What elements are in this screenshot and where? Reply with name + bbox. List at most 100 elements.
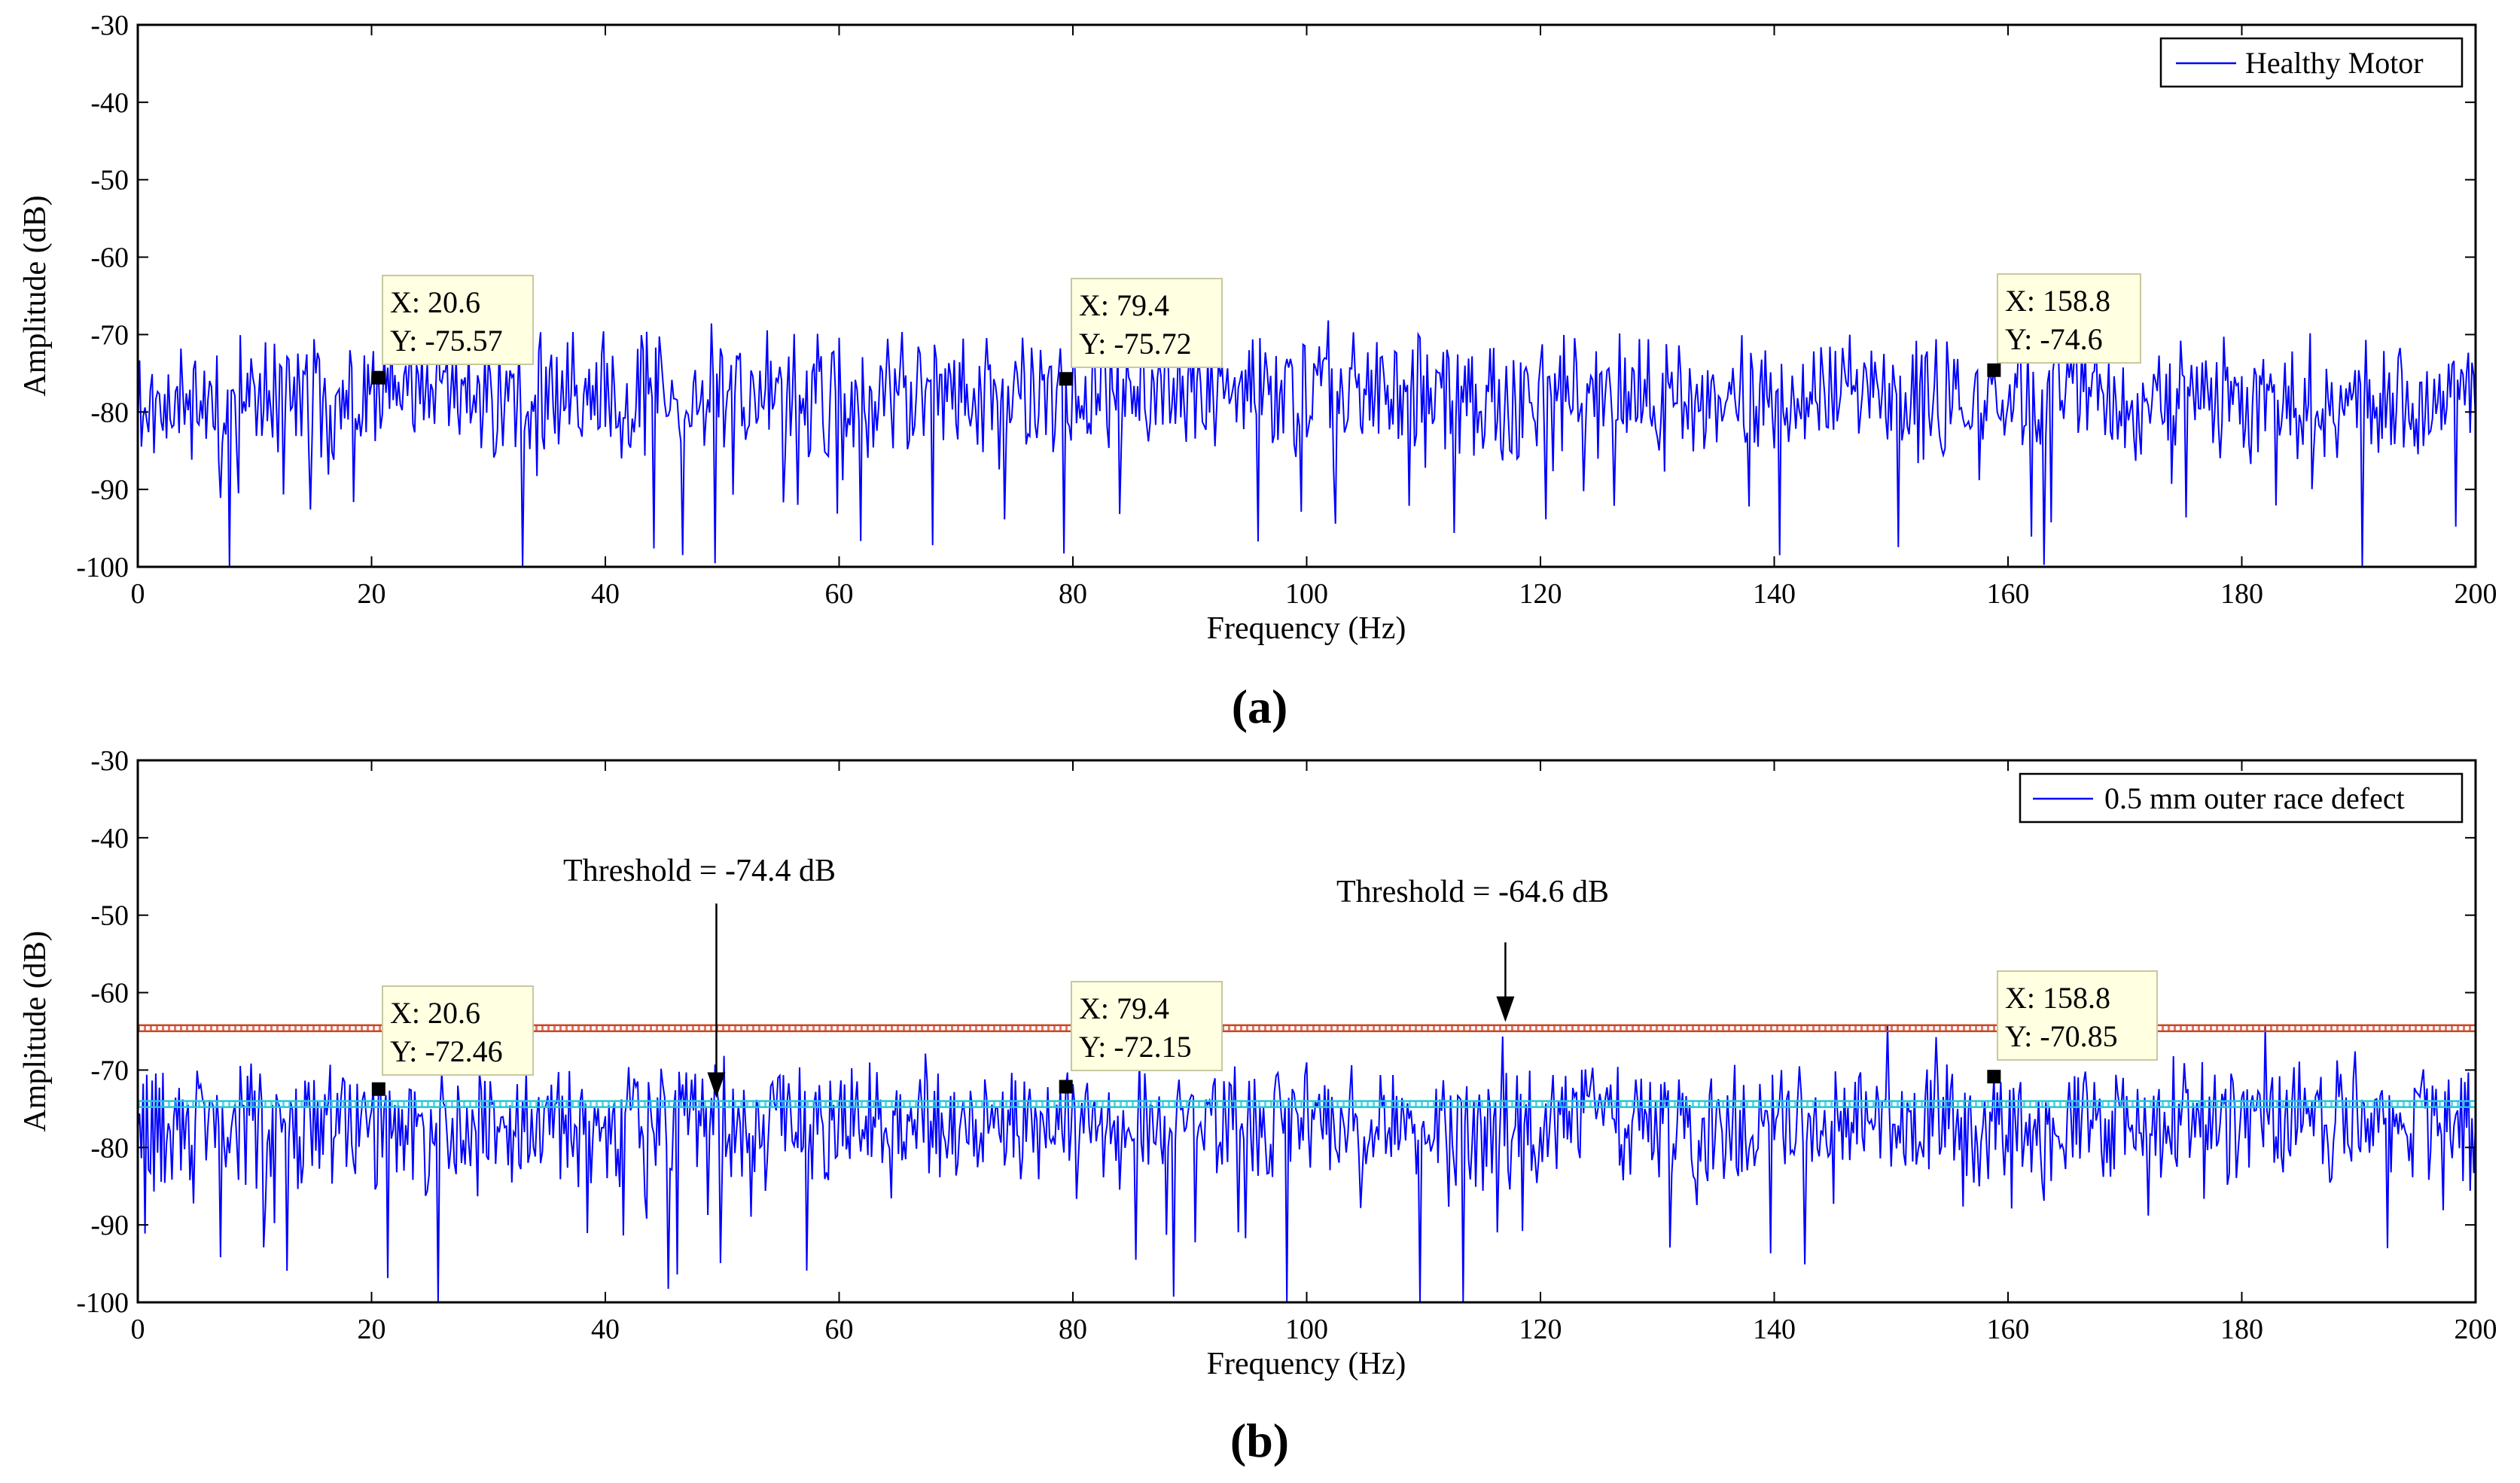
panel-a-datatip-3-y: Y: -74.6 <box>2005 322 2103 356</box>
panel-a-x-tick-label: 40 <box>591 578 620 610</box>
panel-a-y-tick-label: -30 <box>90 10 129 41</box>
panel-a-datatip-3-box <box>1997 273 2141 364</box>
panel-b-legend-box <box>2019 772 2464 824</box>
panel-a-series-group <box>137 320 2476 568</box>
panel-a-datatips: X: 20.6 Y: -75.57 X: 79.4 Y: -75.72 X: 1… <box>382 273 2141 368</box>
panel-b-arrow-head <box>707 1072 726 1098</box>
panel-a-datatip-markers <box>371 363 2001 386</box>
panel-a-datatip-1-box <box>382 275 534 365</box>
panel-b-arrow-head <box>1496 996 1515 1022</box>
panel-a-x-tick-label: 80 <box>1059 578 1087 610</box>
panel-b-annotation-threshold-low: Threshold = -74.4 dB <box>563 854 836 888</box>
panel-b-x-tick-label: 140 <box>1753 1314 1796 1345</box>
panel-b-datatip-2-y: Y: -72.15 <box>1079 1030 1192 1064</box>
panel-b-legend-label: 0.5 mm outer race defect <box>2104 781 2405 815</box>
panel-a-datatip-1: X: 20.6 Y: -75.57 <box>382 275 534 365</box>
panel-a-datatip-marker <box>1059 372 1073 386</box>
panel-a-y-tick-label: -70 <box>90 319 129 351</box>
panel-a: 0 20 40 60 80 100 120 140 160 180 200 -30 -40 -50 -60… <box>18 10 2497 733</box>
panel-a-y-tick-label: -40 <box>90 87 129 119</box>
panel-a-x-tick-label: 200 <box>2454 578 2497 610</box>
panel-b-y-tick-label: -50 <box>90 900 129 932</box>
panel-a-y-tick-label: -60 <box>90 242 129 274</box>
panel-b-ticks <box>137 760 2476 1303</box>
panel-b-label: (b) <box>1230 1414 1289 1467</box>
panel-b-series-group <box>137 1025 2476 1303</box>
panel-a-x-tick-label: 100 <box>1285 578 1328 610</box>
panel-b-y-tick-label: -60 <box>90 978 129 1009</box>
panel-b-legend: 0.5 mm outer race defect <box>2019 772 2464 824</box>
panel-b-arrows <box>707 903 1515 1098</box>
panel-a-datatip-marker <box>371 370 385 385</box>
panel-a-x-tick-label: 20 <box>358 578 386 610</box>
panel-b-datatips: X: 20.6 Y: -72.46 X: 79.4 Y: -72.15 X: 1… <box>382 970 2158 1076</box>
panel-b-datatip-2: X: 79.4 Y: -72.15 <box>1071 981 1223 1071</box>
panel-a-x-tick-label: 120 <box>1519 578 1562 610</box>
panel-b-datatip-2-x: X: 79.4 <box>1079 991 1169 1025</box>
panel-a-datatip-2-x: X: 79.4 <box>1079 288 1169 322</box>
panel-b-datatip-3-x: X: 158.8 <box>2005 981 2110 1015</box>
panel-b-x-tick-label: 160 <box>1987 1314 2030 1345</box>
panel-b-x-axis-label: Frequency (Hz) <box>1207 1347 1406 1381</box>
panel-a-x-tick-label: 0 <box>131 578 145 610</box>
panel-b-datatip-marker <box>1059 1080 1073 1094</box>
panel-b-datatip-3-box <box>1997 970 2158 1061</box>
panel-b-x-tick-label: 20 <box>358 1314 386 1345</box>
panel-b-x-tick-label: 80 <box>1059 1314 1087 1345</box>
panel-b-datatip-markers <box>371 1070 2001 1096</box>
panel-a-y-tick-label: -100 <box>76 552 129 583</box>
panel-a-y-tick-label: -90 <box>90 474 129 506</box>
panel-a-legend-label: Healthy Motor <box>2245 46 2424 80</box>
panel-b-x-tick-label: 60 <box>825 1314 854 1345</box>
panel-a-x-tick-labels: 0 20 40 60 80 100 120 140 160 180 200 <box>131 578 2497 610</box>
panel-a-datatip-3: X: 158.8 Y: -74.6 <box>1997 273 2141 364</box>
panel-b-x-tick-label: 120 <box>1519 1314 1562 1345</box>
panel-a-datatip-marker <box>1987 363 2001 377</box>
panel-b-datatip-marker <box>1987 1070 2001 1084</box>
panel-a-datatip-3-x: X: 158.8 <box>2005 284 2110 318</box>
panel-b-y-tick-labels: -30 -40 -50 -60 -70 -80 -90 -100 <box>76 745 129 1319</box>
panel-a-y-tick-labels: -30 -40 -50 -60 -70 -80 -90 -100 <box>76 10 129 583</box>
panel-b-x-tick-label: 0 <box>131 1314 145 1345</box>
panel-a-x-tick-label: 60 <box>825 578 854 610</box>
panel-b-datatip-2-box <box>1071 981 1223 1071</box>
panel-a-x-tick-label: 160 <box>1987 578 2030 610</box>
panel-b-datatip-1-box <box>382 985 534 1076</box>
panel-a-y-tick-label: -80 <box>90 397 129 428</box>
panel-b: 0 20 40 60 80 100 120 140 160 180 200 -30 -40 -50 -60… <box>18 745 2497 1467</box>
panel-b-x-tick-label: 40 <box>591 1314 620 1345</box>
panel-a-datatip-1-y: Y: -75.57 <box>390 324 503 358</box>
panel-a-x-axis-label: Frequency (Hz) <box>1207 611 1406 646</box>
panel-b-datatip-marker <box>371 1082 385 1096</box>
panel-b-y-axis-label: Amplitude (dB) <box>18 930 53 1131</box>
panel-a-ticks <box>137 24 2476 568</box>
panel-a-legend: Healthy Motor <box>2159 37 2464 88</box>
panel-b-x-tick-label: 200 <box>2454 1314 2497 1345</box>
panel-b-annotations: Threshold = -74.4 dB Threshold = -64.6 d… <box>563 854 1609 909</box>
panel-a-series-line <box>137 320 2476 568</box>
panel-b-series-line <box>137 1025 2476 1303</box>
panel-b-datatip-3: X: 158.8 Y: -70.85 <box>1997 970 2158 1061</box>
panel-b-datatip-1: X: 20.6 Y: -72.46 <box>382 985 534 1076</box>
panel-a-y-axis-label: Amplitude (dB) <box>18 195 53 396</box>
panel-b-y-tick-label: -100 <box>76 1287 129 1319</box>
panel-b-x-tick-labels: 0 20 40 60 80 100 120 140 160 180 200 <box>131 1314 2497 1345</box>
panel-b-x-tick-label: 100 <box>1285 1314 1328 1345</box>
panel-a-label: (a) <box>1232 680 1288 733</box>
panel-a-datatip-2: X: 79.4 Y: -75.72 <box>1071 278 1223 368</box>
panel-b-datatip-3-y: Y: -70.85 <box>2005 1019 2118 1053</box>
panel-a-datatip-1-x: X: 20.6 <box>390 285 480 319</box>
panel-a-y-tick-label: -50 <box>90 165 129 196</box>
panel-a-x-tick-label: 180 <box>2220 578 2263 610</box>
panel-a-x-tick-label: 140 <box>1753 578 1796 610</box>
panel-b-y-tick-label: -80 <box>90 1132 129 1164</box>
panel-a-datatip-2-y: Y: -75.72 <box>1079 327 1192 361</box>
panel-b-y-tick-label: -70 <box>90 1055 129 1086</box>
panel-b-annotation-threshold-high: Threshold = -64.6 dB <box>1336 875 1609 909</box>
panel-a-datatip-2-box <box>1071 278 1223 368</box>
panel-b-y-tick-label: -30 <box>90 745 129 777</box>
panel-b-datatip-1-x: X: 20.6 <box>390 996 480 1030</box>
panel-b-datatip-1-y: Y: -72.46 <box>390 1034 503 1068</box>
panel-b-y-tick-label: -90 <box>90 1210 129 1241</box>
